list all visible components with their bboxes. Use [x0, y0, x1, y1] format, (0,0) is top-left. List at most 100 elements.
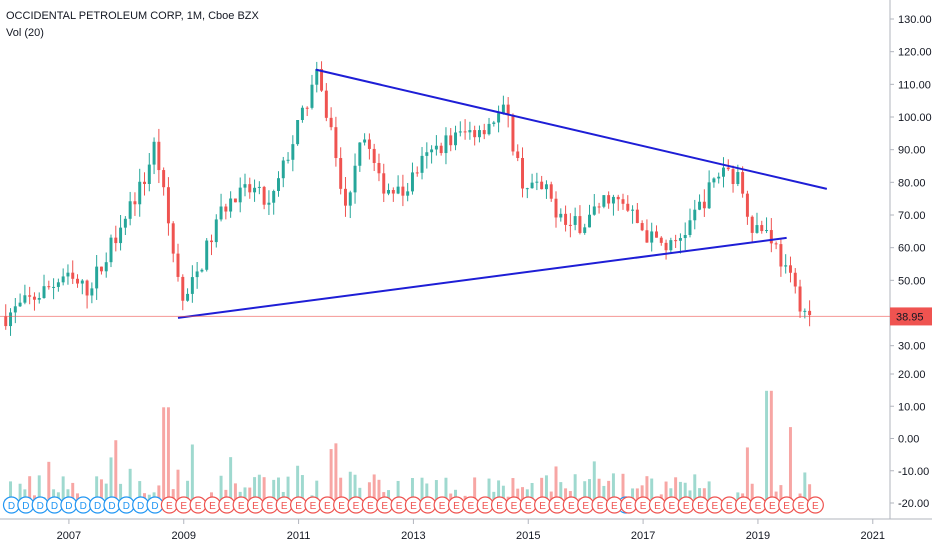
volume-bar: [779, 485, 783, 510]
candle-body: [573, 216, 577, 225]
candle-body: [9, 312, 13, 327]
earnings-marker-letter: E: [654, 501, 661, 512]
volume-bar: [611, 473, 615, 510]
time-tick-label: 2009: [171, 530, 195, 542]
earnings-marker-letter: E: [195, 501, 202, 512]
time-axis[interactable]: 2007 2009 2011 2013 2015 2017 2019 2021: [57, 519, 885, 542]
candle-body: [678, 238, 682, 241]
candle-body: [688, 220, 692, 236]
candle-body: [4, 316, 8, 327]
candle-body: [32, 296, 36, 300]
candle-body: [272, 191, 276, 203]
candle-body: [755, 225, 759, 233]
candle-body: [157, 141, 161, 171]
candle-body: [229, 198, 233, 212]
event-markers: DDDDDDDDDDDDEEEEEEEEEEEEEEEEEEEEEEEEEEEE…: [2, 496, 824, 514]
volume-bar: [769, 390, 773, 510]
candle-body: [415, 172, 419, 174]
candle-body: [367, 139, 371, 149]
earnings-marker-letter: E: [209, 501, 216, 512]
volume-bar: [487, 478, 491, 510]
candle-body: [731, 169, 735, 184]
candle-body: [13, 306, 17, 313]
volume-bar: [808, 484, 812, 510]
volume-bar: [621, 473, 625, 510]
earnings-marker: [806, 496, 824, 514]
candle-body: [592, 206, 596, 215]
candle-body: [410, 172, 414, 192]
dividend-marker-letter: D: [94, 501, 101, 512]
volume-bar: [277, 477, 280, 510]
candle-body: [133, 201, 137, 205]
candle-body: [655, 231, 658, 238]
candle-body: [171, 223, 175, 254]
earnings-marker-letter: E: [496, 501, 503, 512]
candle-body: [219, 206, 223, 220]
candle-body: [779, 244, 783, 267]
candle-body: [300, 107, 304, 121]
volume-bar: [128, 468, 132, 510]
price-tick-label: 80.00: [898, 177, 926, 189]
earnings-marker-letter: E: [697, 501, 704, 512]
volume-bar: [664, 481, 668, 510]
volume-bar: [372, 474, 376, 510]
candle-body: [650, 231, 654, 243]
candle-body: [343, 188, 347, 206]
volume-bar: [315, 480, 319, 510]
candle-body: [454, 132, 458, 146]
candle-body: [631, 209, 635, 211]
candle-body: [659, 237, 663, 243]
volume-bar: [803, 472, 807, 510]
earnings-marker-letter: E: [640, 501, 647, 512]
candle-body: [181, 276, 185, 301]
candle-body: [80, 280, 84, 284]
volume-bar: [521, 487, 524, 510]
dividend-marker-letter: D: [80, 501, 87, 512]
candle-body: [540, 181, 544, 190]
chart-legend: OCCIDENTAL PETROLEUM CORP, 1M, Cboe BZX …: [6, 8, 259, 42]
symbol-title[interactable]: OCCIDENTAL PETROLEUM CORP, 1M, Cboe BZX: [6, 10, 259, 22]
candle-body: [607, 195, 611, 204]
candle-body: [626, 203, 630, 211]
candle-body: [521, 157, 524, 189]
volume-bar: [554, 466, 558, 510]
candle-body: [348, 192, 352, 206]
price-tick-label: 20.00: [898, 369, 926, 381]
candle-body: [434, 145, 438, 150]
price-tick-label: 100.00: [898, 112, 932, 124]
volume-bar: [296, 465, 300, 510]
candle-body: [195, 271, 199, 278]
candle-body: [544, 184, 548, 190]
volume-bar: [233, 483, 237, 510]
candle-body: [501, 104, 505, 114]
candle-body: [798, 286, 802, 312]
price-tick-label: 70.00: [898, 210, 926, 222]
price-axis[interactable]: 130.00 120.00 110.00 100.00 90.00 80.00 70.00 6…: [890, 14, 932, 510]
candle-body: [717, 176, 721, 179]
candle-body: [784, 265, 788, 267]
candle-body: [511, 114, 515, 152]
time-tick-label: 2015: [516, 530, 540, 542]
volume-bar: [334, 443, 338, 510]
candle-body: [760, 225, 764, 232]
volume-bar: [683, 482, 687, 510]
volume-bar: [18, 483, 22, 510]
candle-body: [401, 186, 405, 196]
volume-indicator-label[interactable]: Vol (20): [6, 27, 44, 39]
earnings-marker-letter: E: [324, 501, 331, 512]
earnings-marker-letter: E: [769, 501, 776, 512]
earnings-marker-letter: E: [539, 501, 546, 512]
candle-body: [583, 227, 587, 233]
candle-body: [286, 159, 290, 161]
volume-bar: [645, 476, 649, 510]
candle-body: [334, 127, 338, 159]
volume-bar: [544, 475, 548, 510]
price-tick-label: 90.00: [898, 145, 926, 157]
volume-bar: [119, 483, 123, 510]
earnings-marker-letter: E: [453, 501, 460, 512]
volume-bar: [138, 481, 142, 510]
candle-body: [358, 142, 362, 166]
volume-bar: [190, 444, 194, 510]
candle-body: [722, 167, 725, 177]
